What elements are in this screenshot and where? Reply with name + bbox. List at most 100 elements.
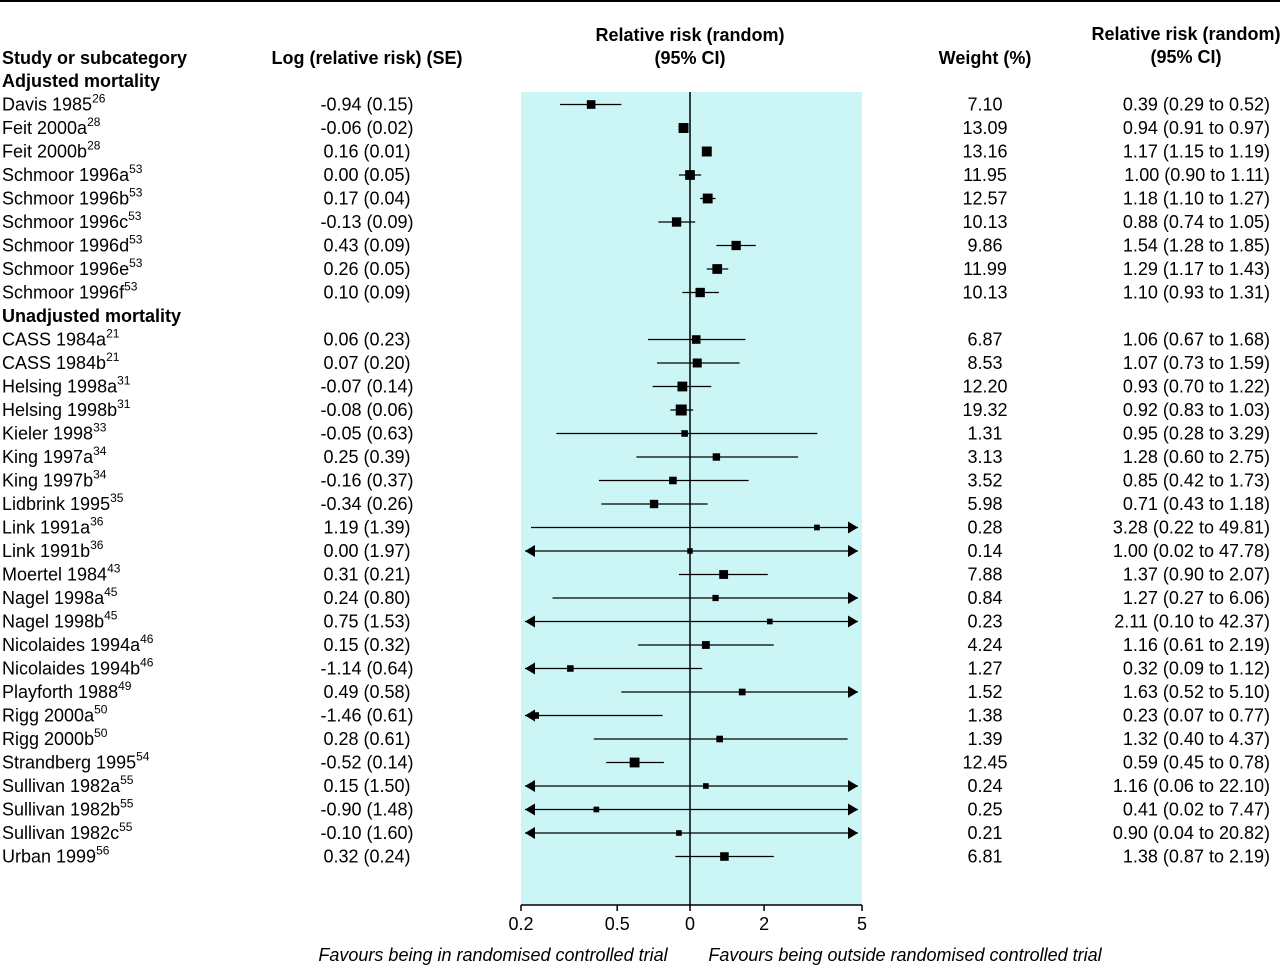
- study-log-rr: -0.07 (0.14): [320, 377, 413, 397]
- point-estimate: [669, 476, 677, 485]
- study-rr-ci: 1.38 (0.87 to 2.19): [1123, 847, 1270, 867]
- study-name: Feit 2000a28: [2, 115, 101, 138]
- study-rr-ci: 1.07 (0.73 to 1.59): [1123, 353, 1270, 373]
- study-log-rr: -1.14 (0.64): [320, 659, 413, 679]
- study-log-rr: 0.25 (0.39): [323, 447, 410, 467]
- header-log-rr: Log (relative risk) (SE): [271, 48, 462, 68]
- study-log-rr: -0.16 (0.37): [320, 471, 413, 491]
- study-rr-ci: 0.94 (0.91 to 0.97): [1123, 118, 1270, 138]
- point-estimate: [702, 193, 713, 204]
- point-estimate: [532, 712, 539, 719]
- study-log-rr: -0.13 (0.09): [320, 212, 413, 232]
- study-weight: 13.16: [962, 142, 1007, 162]
- point-estimate: [681, 430, 688, 437]
- study-log-rr: 0.31 (0.21): [323, 565, 410, 585]
- favours-right: Favours being outside randomised control…: [708, 945, 1102, 965]
- study-weight: 0.25: [967, 800, 1002, 820]
- study-rr-ci: 1.63 (0.52 to 5.10): [1123, 682, 1270, 702]
- study-weight: 3.52: [967, 471, 1002, 491]
- study-weight: 11.99: [963, 259, 1007, 279]
- ci-arrow: [848, 545, 858, 557]
- study-log-rr: 0.24 (0.80): [323, 588, 410, 608]
- study-log-rr: -0.34 (0.26): [320, 494, 413, 514]
- study-name: Helsing 1998a31: [2, 374, 131, 397]
- point-estimate: [687, 548, 693, 554]
- study-weight: 9.86: [967, 236, 1002, 256]
- study-log-rr: -1.46 (0.61): [320, 706, 413, 726]
- header-rr-plot-line1: Relative risk (random): [595, 25, 784, 45]
- x-tick-label: 2: [759, 914, 769, 934]
- study-log-rr: 0.16 (0.01): [323, 142, 410, 162]
- point-estimate: [695, 287, 705, 298]
- study-name: Nicolaides 1994b46: [2, 656, 154, 679]
- study-weight: 19.32: [962, 400, 1007, 420]
- study-weight: 0.23: [967, 612, 1002, 632]
- ci-arrow: [525, 780, 535, 792]
- study-rr-ci: 1.54 (1.28 to 1.85): [1123, 236, 1270, 256]
- study-log-rr: 0.32 (0.24): [323, 847, 410, 867]
- ci-arrow: [848, 827, 858, 839]
- study-name: Schmoor 1996b53: [2, 186, 143, 209]
- study-weight: 4.24: [967, 635, 1002, 655]
- header-rr-plot-line2: (95% CI): [654, 48, 725, 68]
- point-estimate: [701, 641, 710, 649]
- study-name: Kieler 199833: [2, 421, 107, 444]
- point-estimate: [678, 123, 689, 133]
- study-name: Schmoor 1996d53: [2, 233, 143, 256]
- study-rr-ci: 3.28 (0.22 to 49.81): [1113, 518, 1270, 538]
- study-weight: 1.38: [967, 706, 1002, 726]
- point-estimate: [712, 594, 719, 602]
- study-rr-ci: 2.11 (0.10 to 42.37): [1114, 612, 1270, 632]
- ci-arrow: [848, 780, 858, 792]
- study-rr-ci: 0.59 (0.45 to 0.78): [1123, 753, 1270, 773]
- study-weight: 6.81: [967, 847, 1002, 867]
- study-weight: 6.87: [967, 330, 1002, 350]
- study-name: Rigg 2000b50: [2, 726, 108, 749]
- x-tick-label: 0.5: [605, 914, 630, 934]
- study-weight: 11.95: [963, 165, 1007, 185]
- study-weight: 12.57: [962, 189, 1007, 209]
- study-name: Sullivan 1982b55: [2, 797, 134, 820]
- study-name: Sullivan 1982c55: [2, 820, 133, 843]
- ci-arrow: [848, 521, 858, 534]
- study-rr-ci: 1.37 (0.90 to 2.07): [1123, 565, 1270, 585]
- header-rr-line1: Relative risk (random): [1091, 24, 1280, 44]
- study-log-rr: -0.10 (1.60): [320, 823, 413, 843]
- study-name: Link 1991b36: [2, 538, 104, 561]
- study-rr-ci: 0.23 (0.07 to 0.77): [1123, 706, 1270, 726]
- point-estimate: [703, 783, 709, 789]
- study-name: King 1997b34: [2, 468, 107, 491]
- study-log-rr: 0.00 (1.97): [323, 541, 410, 561]
- study-log-rr: 0.49 (0.58): [323, 682, 410, 702]
- study-weight: 12.45: [962, 753, 1007, 773]
- study-name: CASS 1984a21: [2, 327, 120, 350]
- study-log-rr: -0.05 (0.63): [320, 424, 413, 444]
- point-estimate: [712, 453, 721, 461]
- header-weight: Weight (%): [939, 48, 1032, 68]
- point-estimate: [586, 100, 596, 109]
- study-rr-ci: 1.17 (1.15 to 1.19): [1123, 142, 1270, 162]
- ci-arrow: [525, 803, 535, 816]
- study-name: Nagel 1998b45: [2, 609, 118, 632]
- study-rr-ci: 1.29 (1.17 to 1.43): [1123, 259, 1270, 279]
- favours-left: Favours being in randomised controlled t…: [318, 945, 668, 965]
- study-weight: 8.53: [967, 353, 1002, 373]
- study-name: CASS 1984b21: [2, 350, 120, 373]
- point-estimate: [766, 618, 773, 625]
- study-name: Nagel 1998a45: [2, 585, 118, 608]
- point-estimate: [719, 570, 729, 579]
- ci-arrow: [848, 803, 858, 816]
- study-weight: 1.39: [967, 729, 1002, 749]
- study-log-rr: 0.15 (0.32): [323, 635, 410, 655]
- study-rr-ci: 1.18 (1.10 to 1.27): [1123, 189, 1270, 209]
- study-weight: 0.84: [967, 588, 1002, 608]
- study-name: Schmoor 1996e53: [2, 256, 143, 279]
- x-tick-label: 5: [857, 914, 867, 934]
- study-log-rr: -0.52 (0.14): [320, 753, 413, 773]
- point-estimate: [712, 264, 723, 274]
- study-weight: 0.28: [967, 518, 1002, 538]
- point-estimate: [731, 240, 741, 251]
- study-weight: 1.31: [967, 424, 1002, 444]
- study-name: Feit 2000b28: [2, 139, 101, 162]
- study-rr-ci: 0.90 (0.04 to 20.82): [1113, 823, 1270, 843]
